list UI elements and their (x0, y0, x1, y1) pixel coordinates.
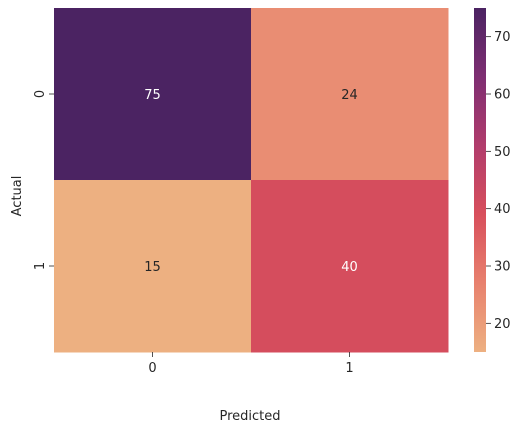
heatmap-cell-0-1 (251, 8, 449, 181)
heatmap-cell-0-0 (54, 8, 252, 181)
colorbar-tick-label-3: 50 (494, 145, 511, 160)
colorbar-tick-label-0: 20 (494, 317, 511, 332)
y-tick-label-1: 1 (33, 262, 48, 270)
cell-value-label-1-1: 40 (341, 260, 358, 275)
heatmap-cell-labels: 75 24 15 40 (144, 88, 358, 275)
colorbar-tick-label-1: 30 (494, 260, 511, 275)
x-tick-label-0: 0 (148, 361, 156, 376)
colorbar-tick-label-2: 40 (494, 202, 511, 217)
colorbar-ticks: 20 30 40 50 60 70 (486, 30, 511, 332)
heatmap-cells (54, 8, 449, 353)
cell-value-label-0-0: 75 (144, 88, 161, 103)
cell-value-label-0-1: 24 (341, 88, 358, 103)
heatmap-cell-1-1 (251, 180, 449, 353)
x-tick-label-1: 1 (345, 361, 353, 376)
y-tick-label-0: 0 (33, 90, 48, 98)
colorbar (474, 8, 486, 352)
y-axis-label: Actual (10, 176, 25, 217)
x-axis-label: Predicted (219, 409, 280, 424)
colorbar-tick-label-4: 60 (494, 88, 511, 103)
colorbar-tick-label-5: 70 (494, 30, 511, 45)
heatmap-cell-1-0 (54, 180, 252, 353)
y-axis-ticks: 01 (33, 90, 54, 270)
cell-value-label-1-0: 15 (144, 260, 161, 275)
